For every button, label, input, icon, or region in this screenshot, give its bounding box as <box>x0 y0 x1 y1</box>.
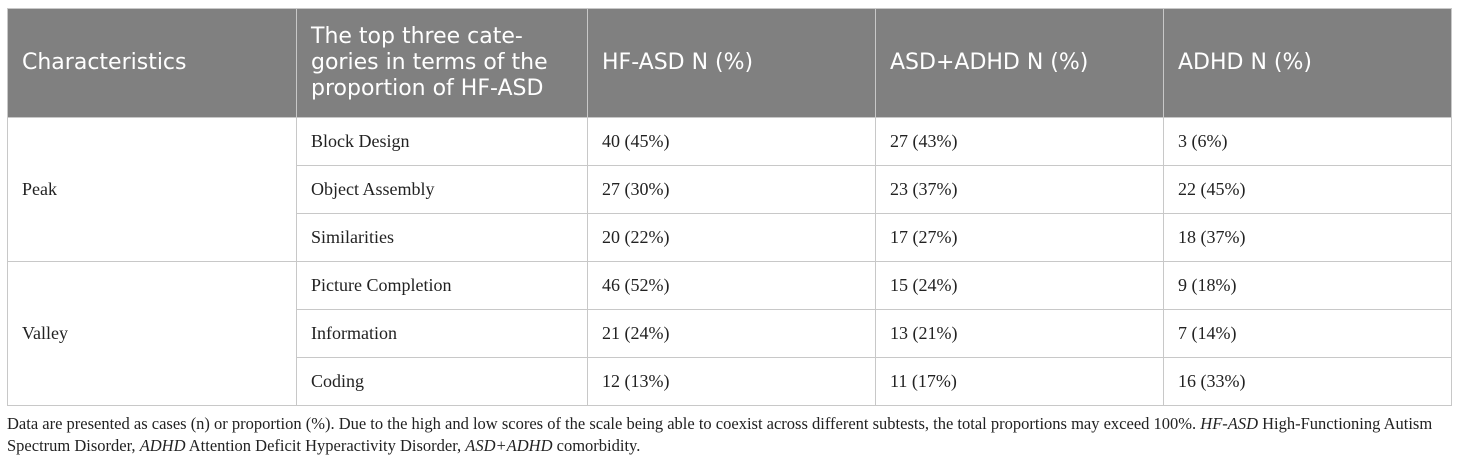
table-cell: 27 (43%) <box>875 117 1164 166</box>
table-cell: 11 (17%) <box>875 357 1164 406</box>
results-table: Characteristics The top three cate-gorie… <box>7 8 1452 406</box>
table-cell: 21 (24%) <box>587 309 876 358</box>
table-cell: 23 (37%) <box>875 165 1164 214</box>
table-cell: 46 (52%) <box>587 261 876 310</box>
table-cell: Picture Completion <box>296 261 588 310</box>
footnote-text: Data are presented as cases (n) or propo… <box>7 414 1201 433</box>
table-cell: Block Design <box>296 117 588 166</box>
header-characteristics: Characteristics <box>7 8 297 118</box>
footnote-abbreviation: ASD+ADHD <box>465 436 553 455</box>
table-cell: 22 (45%) <box>1163 165 1452 214</box>
table-cell: 40 (45%) <box>587 117 876 166</box>
footnote-text: Attention Deficit Hyperactivity Disorder… <box>185 436 466 455</box>
table-cell: 12 (13%) <box>587 357 876 406</box>
table-row: Peak Block Design 40 (45%) 27 (43%) 3 (6… <box>7 117 1452 262</box>
table-row: Coding 12 (13%) 11 (17%) 16 (33%) <box>8 357 1452 406</box>
table-row: Information 21 (24%) 13 (21%) 7 (14%) <box>8 309 1452 358</box>
table-row: Similarities 20 (22%) 17 (27%) 18 (37%) <box>8 213 1452 262</box>
table-cell: Similarities <box>296 213 588 262</box>
table-row: Object Assembly 27 (30%) 23 (37%) 22 (45… <box>8 165 1452 214</box>
table-cell: 15 (24%) <box>875 261 1164 310</box>
table-cell: 3 (6%) <box>1163 117 1452 166</box>
table-row: Valley Picture Completion 46 (52%) 15 (2… <box>7 261 1452 406</box>
table-cell: 18 (37%) <box>1163 213 1452 262</box>
header-top-three-categories: The top three cate-gories in terms of th… <box>296 8 588 118</box>
table-cell: 16 (33%) <box>1163 357 1452 406</box>
header-adhd: ADHD N (%) <box>1163 8 1452 118</box>
footnote-text: comorbidity. <box>552 436 641 455</box>
table-cell: Information <box>296 309 588 358</box>
group-label-peak: Peak <box>7 117 297 262</box>
footnote-abbreviation: ADHD <box>139 436 186 455</box>
header-row: Characteristics The top three cate-gorie… <box>7 8 1452 118</box>
table-cell: Object Assembly <box>296 165 588 214</box>
data-table-container: Characteristics The top three cate-gorie… <box>7 8 1452 406</box>
table-cell: 17 (27%) <box>875 213 1164 262</box>
table-cell: 7 (14%) <box>1163 309 1452 358</box>
table-cell: 9 (18%) <box>1163 261 1452 310</box>
footnote-abbreviation: HF-ASD <box>1200 414 1259 433</box>
table-footnote: Data are presented as cases (n) or propo… <box>7 413 1455 457</box>
footnote-text: High-Functioning Autism Spectrum Disorde… <box>7 414 1433 455</box>
header-asd-adhd: ASD+ADHD N (%) <box>875 8 1164 118</box>
table-cell: 13 (21%) <box>875 309 1164 358</box>
table-cell: 27 (30%) <box>587 165 876 214</box>
table-cell: 20 (22%) <box>587 213 876 262</box>
table-cell: Coding <box>296 357 588 406</box>
group-label-valley: Valley <box>7 261 297 406</box>
header-hf-asd: HF-ASD N (%) <box>587 8 876 118</box>
